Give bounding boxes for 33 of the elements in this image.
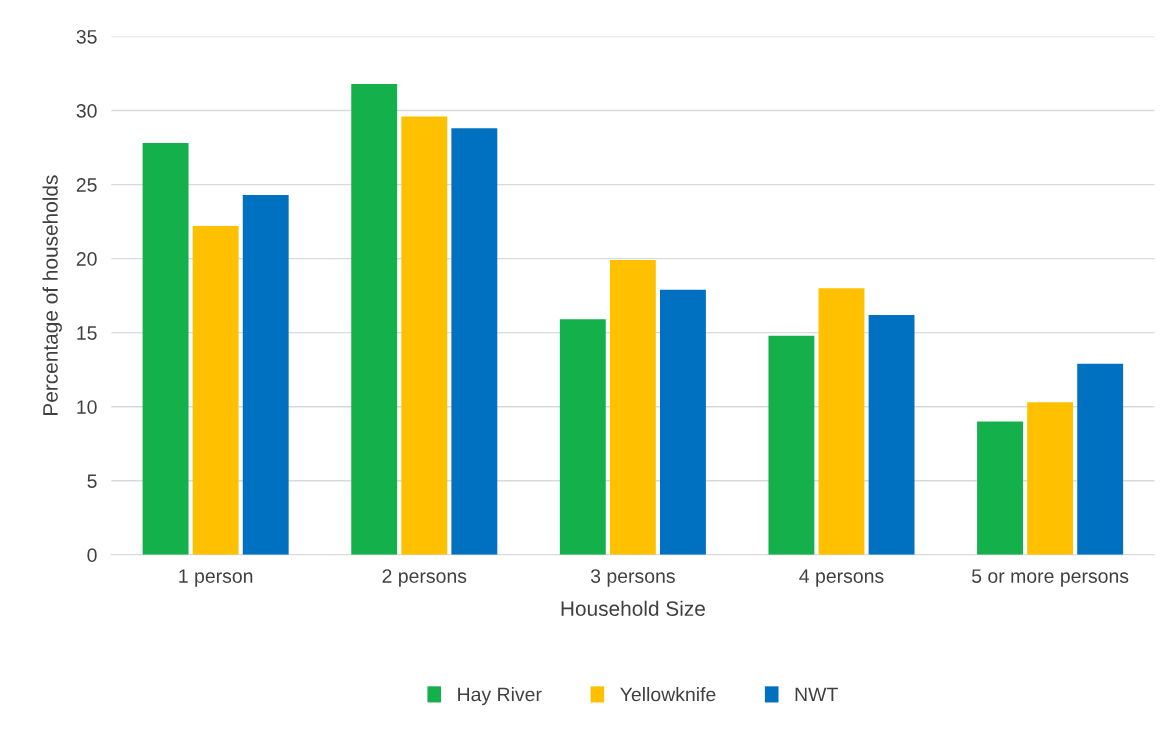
x-tick-label: 4 persons (799, 569, 884, 587)
x-tick-label: 2 persons (382, 569, 467, 587)
bar (1077, 363, 1124, 555)
y-tick-label: 10 (77, 400, 97, 414)
bar (660, 289, 706, 555)
bar (818, 288, 865, 555)
x-tick-label: 5 or more persons (972, 569, 1129, 587)
y-tick-label: 30 (76, 104, 97, 118)
bar (142, 143, 189, 555)
bar (768, 335, 815, 555)
bar (242, 194, 289, 555)
bar (192, 226, 239, 555)
bar (401, 116, 448, 555)
bar (868, 314, 915, 555)
bar (559, 319, 606, 555)
bar (609, 260, 656, 555)
bar (1027, 402, 1074, 555)
x-tick-label: 1 person (179, 569, 253, 587)
bar (351, 83, 398, 555)
y-axis-title: Percentage of households (42, 175, 62, 415)
legend-label: Yellowknife (620, 687, 716, 702)
y-tick-label: 15 (77, 326, 97, 340)
y-tick-label: 20 (76, 252, 97, 266)
legend-label: Hay River (458, 687, 542, 706)
y-tick-label: 35 (76, 29, 97, 44)
y-tick-label: 5 (87, 474, 97, 488)
x-tick-label: 3 persons (590, 569, 675, 587)
x-axis-title: Household Size (561, 600, 705, 617)
legend-label: NWT (795, 687, 838, 702)
y-tick-label: 25 (76, 178, 97, 192)
bar (451, 128, 498, 555)
bar (977, 421, 1023, 555)
y-tick-label: 0 (87, 548, 97, 563)
